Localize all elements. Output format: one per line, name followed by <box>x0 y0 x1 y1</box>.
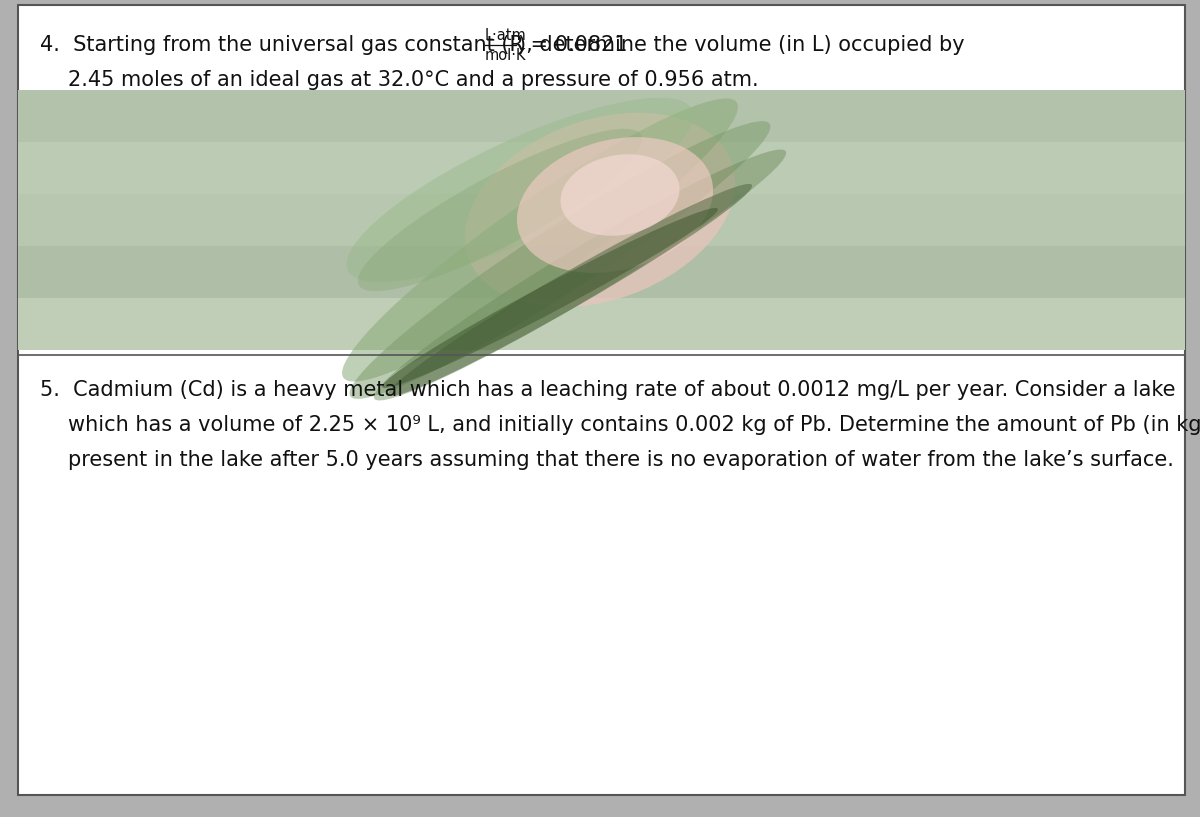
Ellipse shape <box>388 184 752 396</box>
Text: present in the lake after 5.0 years assuming that there is no evaporation of wat: present in the lake after 5.0 years assu… <box>68 450 1174 470</box>
Ellipse shape <box>374 150 786 400</box>
Bar <box>18 90 1186 350</box>
Text: 5.  Cadmium (Cd) is a heavy metal which has a leaching rate of about 0.0012 mg/L: 5. Cadmium (Cd) is a heavy metal which h… <box>40 380 1176 400</box>
Text: 4.  Starting from the universal gas constant (R = 0.0821: 4. Starting from the universal gas const… <box>40 35 634 55</box>
Bar <box>18 90 1186 142</box>
Bar <box>18 142 1186 194</box>
Ellipse shape <box>347 98 694 282</box>
Bar <box>18 194 1186 246</box>
Ellipse shape <box>349 121 770 399</box>
Bar <box>18 298 1186 350</box>
Ellipse shape <box>464 113 736 307</box>
Text: L·atm: L·atm <box>485 28 527 42</box>
Ellipse shape <box>517 137 713 273</box>
Text: mol·K: mol·K <box>485 47 526 62</box>
Text: which has a volume of 2.25 × 10⁹ L, and initially contains 0.002 kg of Pb. Deter: which has a volume of 2.25 × 10⁹ L, and … <box>68 415 1200 435</box>
Ellipse shape <box>342 99 738 382</box>
Bar <box>18 246 1186 298</box>
Text: 2.45 moles of an ideal gas at 32.0°C and a pressure of 0.956 atm.: 2.45 moles of an ideal gas at 32.0°C and… <box>68 70 758 90</box>
Ellipse shape <box>382 208 718 388</box>
Text: ), determine the volume (in L) occupied by: ), determine the volume (in L) occupied … <box>518 35 965 55</box>
Ellipse shape <box>358 129 642 291</box>
Ellipse shape <box>560 154 679 236</box>
